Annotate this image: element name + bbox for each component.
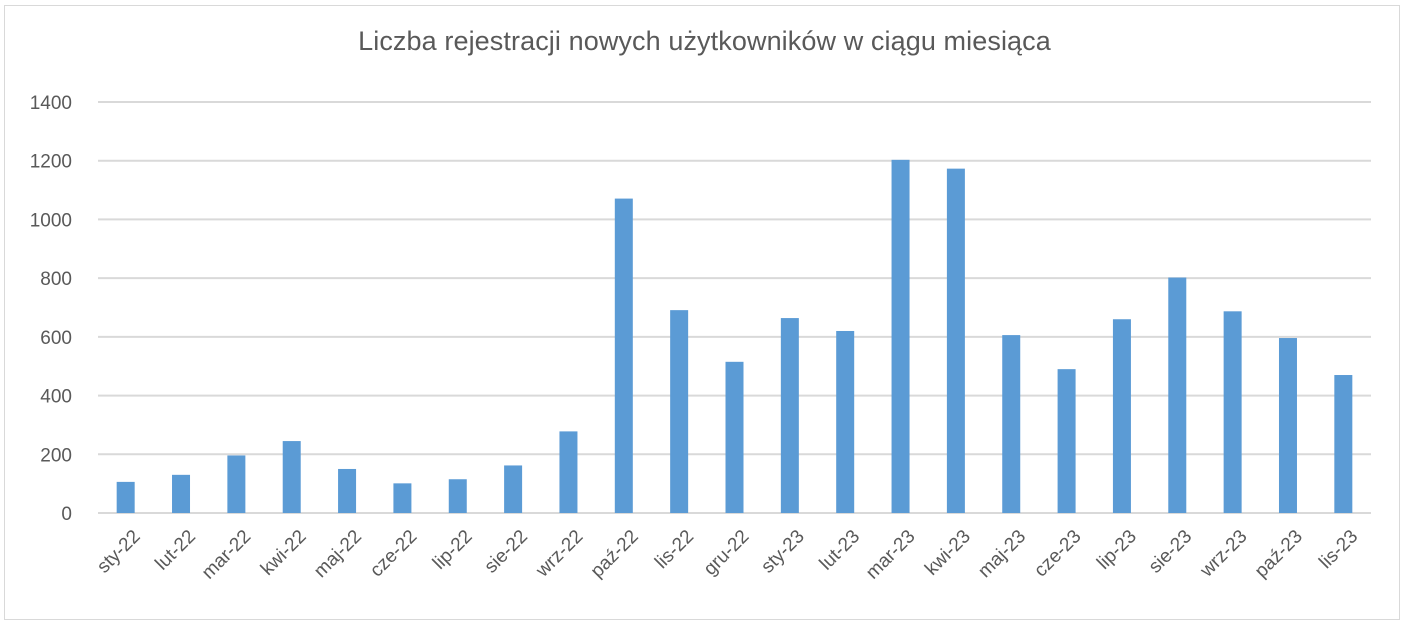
x-tick-label: sty-22	[93, 526, 144, 577]
x-tick-label: kwi-23	[921, 526, 975, 580]
bar-cze-22[interactable]	[393, 483, 412, 513]
x-tick-label: lut-23	[816, 526, 864, 574]
x-tick-label: mar-23	[862, 526, 919, 583]
x-tick-label: gru-22	[700, 526, 754, 580]
x-tick-label: lip-22	[429, 526, 477, 574]
bar-mar-23[interactable]	[891, 159, 910, 514]
chart-title: Liczba rejestracji nowych użytkowników w…	[358, 26, 1051, 56]
bar-maj-23[interactable]	[1002, 335, 1021, 513]
y-tick-label: 800	[40, 269, 72, 290]
x-tick-label: maj-22	[310, 526, 366, 582]
bar-sie-22[interactable]	[504, 465, 523, 513]
bar-wrz-22[interactable]	[559, 431, 578, 513]
bar-lut-22[interactable]	[172, 474, 191, 513]
bar-lip-23[interactable]	[1112, 319, 1131, 513]
x-tick-label: wrz-23	[1196, 526, 1252, 582]
bar-lis-23[interactable]	[1334, 375, 1353, 513]
x-tick-label: cze-22	[366, 526, 421, 581]
y-tick-label: 200	[40, 445, 72, 466]
y-tick-label: 1200	[30, 152, 72, 173]
y-axis-labels: 0 200 400 600 800 1000 1200 1400	[30, 93, 72, 525]
bar-sty-23[interactable]	[780, 318, 799, 513]
chart-frame	[4, 5, 1400, 620]
x-tick-label: lis-23	[1315, 526, 1362, 573]
bar-kwi-23[interactable]	[946, 168, 965, 513]
bar-paź-23[interactable]	[1278, 338, 1297, 513]
bar-wrz-23[interactable]	[1223, 311, 1242, 513]
x-tick-label: sie-23	[1145, 526, 1196, 577]
y-tick-label: 1400	[30, 93, 72, 114]
bar-mar-22[interactable]	[227, 455, 246, 513]
x-tick-label: wrz-22	[532, 526, 588, 582]
bar-lut-23[interactable]	[836, 330, 855, 513]
bar-gru-22[interactable]	[725, 361, 744, 513]
y-tick-label: 400	[40, 387, 72, 408]
y-tick-label: 0	[61, 504, 72, 525]
x-tick-label: sie-22	[481, 526, 532, 577]
bar-lis-22[interactable]	[670, 310, 689, 513]
x-tick-label: cze-23	[1030, 526, 1085, 581]
x-tick-label: mar-22	[198, 526, 255, 583]
bar-maj-22[interactable]	[338, 468, 357, 513]
bar-paź-22[interactable]	[614, 198, 633, 513]
y-tick-label: 600	[40, 328, 72, 349]
x-tick-label: sty-23	[757, 526, 808, 577]
y-tick-label: 1000	[30, 210, 72, 231]
x-tick-label: paź-22	[587, 526, 643, 582]
x-tick-label: lut-22	[152, 526, 200, 574]
x-tick-label: maj-23	[974, 526, 1030, 582]
bar-cze-23[interactable]	[1057, 369, 1076, 513]
bar-kwi-22[interactable]	[282, 441, 301, 513]
bar-lip-22[interactable]	[448, 479, 467, 513]
bars	[116, 159, 1353, 514]
bar-sty-22[interactable]	[116, 481, 135, 513]
x-tick-label: lip-23	[1093, 526, 1141, 574]
x-tick-label: lis-22	[651, 526, 698, 573]
x-tick-label: kwi-22	[257, 526, 311, 580]
bar-sie-23[interactable]	[1168, 277, 1187, 513]
x-tick-label: paź-23	[1251, 526, 1307, 582]
